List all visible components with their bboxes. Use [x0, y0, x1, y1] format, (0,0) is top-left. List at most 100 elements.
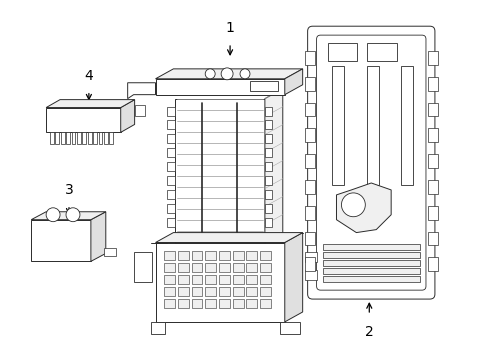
Bar	[427, 154, 437, 168]
Bar	[304, 252, 316, 262]
Bar	[279, 322, 299, 334]
Bar	[304, 231, 314, 246]
Bar	[246, 275, 257, 284]
Bar	[366, 66, 378, 185]
Circle shape	[66, 208, 80, 222]
Polygon shape	[127, 83, 155, 99]
Bar	[46, 108, 121, 132]
Bar	[264, 218, 271, 227]
Bar	[109, 132, 113, 144]
Bar	[304, 129, 314, 142]
Bar	[246, 264, 257, 272]
Bar	[164, 275, 175, 284]
Bar	[55, 132, 59, 144]
Bar	[260, 275, 270, 284]
Bar	[427, 231, 437, 246]
Circle shape	[205, 69, 215, 79]
Bar	[427, 180, 437, 194]
FancyBboxPatch shape	[316, 35, 425, 290]
Bar	[304, 154, 314, 168]
Polygon shape	[155, 233, 302, 243]
Bar	[249, 81, 277, 91]
Text: 1: 1	[225, 21, 234, 35]
Bar	[167, 176, 175, 185]
Bar	[31, 220, 91, 261]
Bar	[260, 264, 270, 272]
Bar	[191, 299, 202, 308]
Bar	[304, 51, 314, 65]
Bar	[164, 299, 175, 308]
Bar	[99, 132, 102, 144]
Bar	[167, 148, 175, 157]
Bar	[205, 299, 216, 308]
Bar	[66, 132, 70, 144]
Bar	[104, 132, 107, 144]
Bar	[322, 268, 419, 274]
Bar	[164, 264, 175, 272]
Bar	[232, 275, 243, 284]
Bar	[304, 206, 314, 220]
Bar	[167, 134, 175, 143]
Bar	[232, 287, 243, 296]
Text: 2: 2	[364, 325, 373, 339]
Bar	[77, 132, 81, 144]
Bar	[264, 176, 271, 185]
Bar	[304, 270, 316, 280]
Bar	[191, 264, 202, 272]
Bar	[322, 244, 419, 251]
Bar	[167, 218, 175, 227]
Bar	[103, 248, 116, 256]
Bar	[366, 43, 396, 61]
Bar	[232, 264, 243, 272]
Bar	[155, 79, 284, 95]
Bar	[93, 132, 97, 144]
Bar	[178, 275, 188, 284]
Polygon shape	[121, 100, 134, 132]
Bar	[264, 190, 271, 199]
Circle shape	[46, 208, 60, 222]
Bar	[88, 132, 91, 144]
Bar	[72, 132, 75, 144]
Bar	[427, 257, 437, 271]
Bar	[260, 287, 270, 296]
Bar	[205, 251, 216, 260]
Bar	[322, 260, 419, 266]
Polygon shape	[31, 212, 105, 220]
Bar	[167, 162, 175, 171]
Bar	[205, 264, 216, 272]
Polygon shape	[91, 212, 105, 261]
Bar	[82, 132, 86, 144]
Bar	[327, 43, 357, 61]
Bar	[167, 121, 175, 129]
Circle shape	[240, 69, 249, 79]
Polygon shape	[46, 100, 134, 108]
Bar	[332, 66, 344, 185]
Bar	[178, 287, 188, 296]
Bar	[427, 103, 437, 117]
Bar	[167, 204, 175, 213]
Bar	[167, 190, 175, 199]
Bar	[164, 287, 175, 296]
Bar	[191, 275, 202, 284]
Bar	[232, 251, 243, 260]
Bar	[427, 77, 437, 91]
Bar	[427, 206, 437, 220]
Bar	[191, 287, 202, 296]
Circle shape	[221, 68, 233, 80]
Polygon shape	[284, 233, 302, 322]
Circle shape	[341, 193, 365, 217]
Bar	[178, 251, 188, 260]
Bar	[264, 148, 271, 157]
Bar	[134, 105, 144, 117]
Bar	[219, 287, 229, 296]
Bar	[191, 251, 202, 260]
Bar	[427, 51, 437, 65]
Bar	[167, 107, 175, 116]
Bar	[264, 121, 271, 129]
Bar	[150, 322, 165, 334]
Bar	[246, 251, 257, 260]
Bar	[246, 287, 257, 296]
Bar	[264, 162, 271, 171]
Polygon shape	[155, 69, 302, 79]
Bar	[219, 275, 229, 284]
